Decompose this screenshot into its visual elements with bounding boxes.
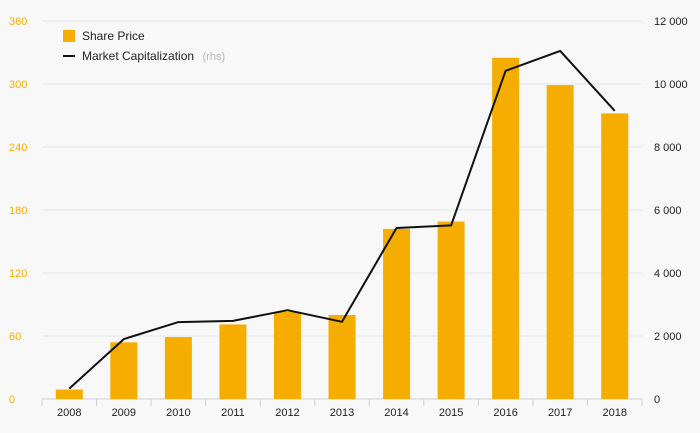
bar-share-price (437, 221, 465, 399)
bar-share-price (110, 342, 138, 399)
legend-label-market-cap-suffix: (rhs) (203, 51, 226, 63)
bar-share-price (55, 389, 83, 399)
y-axis-left: 0 60 120 180 240 300 360 (9, 16, 27, 406)
x-tick-label: 2016 (493, 407, 517, 419)
bar-share-price (328, 315, 356, 399)
legend-label-market-cap: Market Capitalization (82, 49, 194, 63)
y-right-tick-label: 10 000 (654, 79, 688, 91)
x-tick-label: 2012 (275, 407, 299, 419)
x-tick-label: 2014 (384, 407, 408, 419)
y-left-tick-label: 180 (9, 205, 27, 217)
bar-share-price (219, 324, 247, 399)
y-right-tick-label: 2 000 (654, 331, 682, 343)
x-tick-label: 2013 (330, 407, 354, 419)
y-right-tick-label: 4 000 (654, 268, 682, 280)
y-right-tick-label: 12 000 (654, 16, 688, 28)
y-right-tick-label: 6 000 (654, 205, 682, 217)
y-left-tick-label: 0 (9, 394, 15, 406)
bar-share-price (273, 311, 301, 399)
bar-share-price (601, 113, 629, 400)
y-right-tick-label: 8 000 (654, 142, 682, 154)
x-tick-label: 2018 (602, 407, 626, 419)
legend: Share Price Market Capitalization (rhs) (63, 29, 225, 64)
y-left-tick-label: 360 (9, 16, 27, 28)
x-tick-label: 2011 (221, 407, 245, 419)
legend-label-market-cap-group: Market Capitalization (rhs) (82, 47, 225, 64)
x-tick-label: 2010 (166, 407, 190, 419)
bar-share-price (164, 337, 192, 399)
bar-share-price (546, 85, 574, 400)
y-left-tick-label: 240 (9, 142, 27, 154)
legend-swatch-share-price (63, 30, 75, 42)
y-left-tick-label: 120 (9, 268, 27, 280)
y-axis-right: 0 2 000 4 000 6 000 8 000 10 000 12 000 (654, 16, 688, 406)
bar-series (55, 57, 629, 400)
line-market-cap (68, 49, 616, 390)
legend-label-share-price: Share Price (82, 29, 145, 43)
x-tick-label: 2008 (57, 407, 81, 419)
y-left-tick-label: 60 (9, 331, 21, 343)
y-left-tick-label: 300 (9, 79, 27, 91)
x-axis: 2008 2009 2010 2011 2012 2013 2014 2015 2016 2017… (41, 399, 643, 419)
x-tick-label: 2009 (112, 407, 136, 419)
x-tick-label: 2017 (548, 407, 572, 419)
x-tick-label: 2015 (439, 407, 463, 419)
line-series (68, 49, 616, 390)
bar-share-price (383, 228, 411, 399)
y-right-tick-label: 0 (654, 394, 660, 406)
grid-lines (42, 20, 642, 400)
bar-share-price (492, 57, 520, 399)
